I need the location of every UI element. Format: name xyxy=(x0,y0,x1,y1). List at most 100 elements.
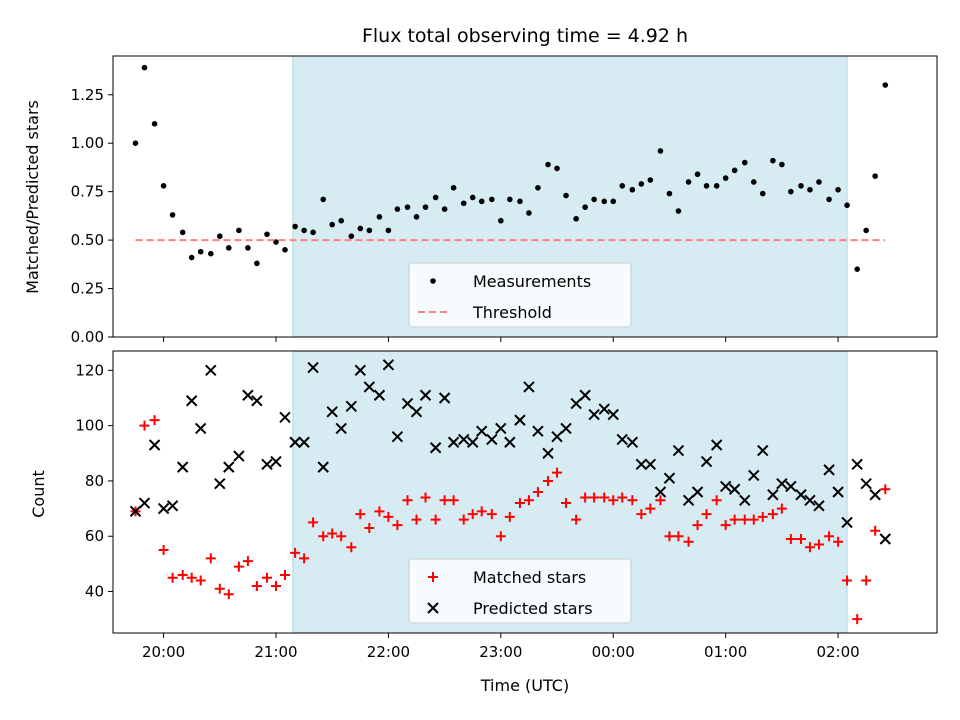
data-point xyxy=(376,214,383,220)
top-y-tick-label: 0.00 xyxy=(71,328,104,346)
data-point xyxy=(720,520,731,531)
data-point xyxy=(776,503,787,514)
data-point xyxy=(813,539,824,550)
data-point xyxy=(710,439,723,451)
legend-box xyxy=(408,262,632,328)
data-point xyxy=(870,525,881,536)
data-point xyxy=(807,186,813,193)
data-point xyxy=(532,425,544,437)
data-point xyxy=(872,173,878,179)
top-axes-frame xyxy=(112,55,938,338)
data-point xyxy=(401,397,414,410)
data-point xyxy=(148,439,161,451)
top-y-axis-title: Matched/Predicted stars xyxy=(23,100,42,294)
data-point xyxy=(654,486,667,498)
data-point xyxy=(354,364,367,377)
data-point xyxy=(289,436,301,448)
data-point xyxy=(366,227,373,234)
data-point xyxy=(673,531,684,542)
data-point xyxy=(264,231,270,238)
data-point xyxy=(691,486,704,498)
bottom-y-tick-label: 80 xyxy=(85,472,104,490)
data-point xyxy=(413,214,420,220)
data-point xyxy=(757,511,768,522)
data-point xyxy=(523,381,535,393)
data-point xyxy=(450,184,457,191)
top-y-tick-label: 0.50 xyxy=(71,231,104,249)
data-point xyxy=(357,225,364,232)
data-point xyxy=(271,581,282,591)
data-point xyxy=(655,495,666,506)
data-point xyxy=(638,181,645,187)
data-point xyxy=(411,514,422,525)
data-point xyxy=(138,497,151,509)
legend-marker xyxy=(428,572,438,582)
data-point xyxy=(486,433,498,446)
data-point xyxy=(441,206,448,212)
data-point xyxy=(469,194,476,201)
data-point xyxy=(644,458,657,471)
data-point xyxy=(185,395,198,407)
bottom-y-tick-label: 40 xyxy=(85,583,104,601)
data-point xyxy=(326,406,338,418)
data-point xyxy=(854,266,860,272)
data-point xyxy=(129,505,142,518)
data-point xyxy=(627,495,638,506)
data-point xyxy=(236,227,242,234)
data-point xyxy=(327,528,338,539)
bottom-panel: 40 60 80 100 120 20:00 21:00 22:00 23:00 00:00 01:… xyxy=(75,350,938,661)
data-point xyxy=(722,175,729,181)
data-point xyxy=(869,489,881,501)
data-point xyxy=(598,403,610,415)
data-point xyxy=(635,458,648,471)
data-point xyxy=(223,461,235,473)
legend-box xyxy=(408,558,632,624)
data-point xyxy=(579,389,591,401)
data-point xyxy=(842,575,853,586)
data-point xyxy=(880,484,891,495)
data-point xyxy=(700,455,713,468)
data-point xyxy=(299,553,310,564)
data-point xyxy=(432,194,439,201)
data-point xyxy=(626,436,639,448)
x-axis-title: Time (UTC) xyxy=(480,676,569,695)
data-point xyxy=(713,183,720,189)
data-point xyxy=(214,583,225,594)
data-point xyxy=(374,506,385,517)
data-point xyxy=(545,161,551,168)
bottom-x-tick-label: 02:00 xyxy=(816,643,859,661)
data-point xyxy=(682,494,695,507)
data-point xyxy=(346,542,357,553)
data-point xyxy=(348,233,355,240)
data-point xyxy=(879,533,891,545)
data-point xyxy=(672,444,685,457)
bottom-x-tick-label: 21:00 xyxy=(254,643,297,661)
data-point xyxy=(573,215,579,222)
legend-marker xyxy=(430,278,436,284)
data-point xyxy=(307,361,319,374)
data-point xyxy=(251,581,262,591)
data-point xyxy=(844,202,850,209)
data-point xyxy=(385,227,392,234)
data-point xyxy=(420,492,431,503)
data-point xyxy=(448,495,459,506)
data-point xyxy=(467,436,479,448)
data-point xyxy=(552,467,563,478)
data-point xyxy=(186,572,197,583)
data-point xyxy=(430,514,441,525)
data-point xyxy=(317,461,329,473)
data-point xyxy=(683,536,694,547)
data-point xyxy=(262,572,273,583)
data-point xyxy=(467,509,478,520)
data-point xyxy=(561,498,572,509)
data-point xyxy=(402,495,413,506)
data-point xyxy=(785,480,797,493)
legend-marker xyxy=(427,602,439,614)
data-point xyxy=(685,179,692,185)
data-point xyxy=(750,179,757,185)
data-point xyxy=(392,520,403,531)
data-point xyxy=(666,190,673,197)
data-point xyxy=(394,206,401,212)
bottom-series-predicted-stars xyxy=(129,359,891,545)
data-point xyxy=(447,436,460,448)
